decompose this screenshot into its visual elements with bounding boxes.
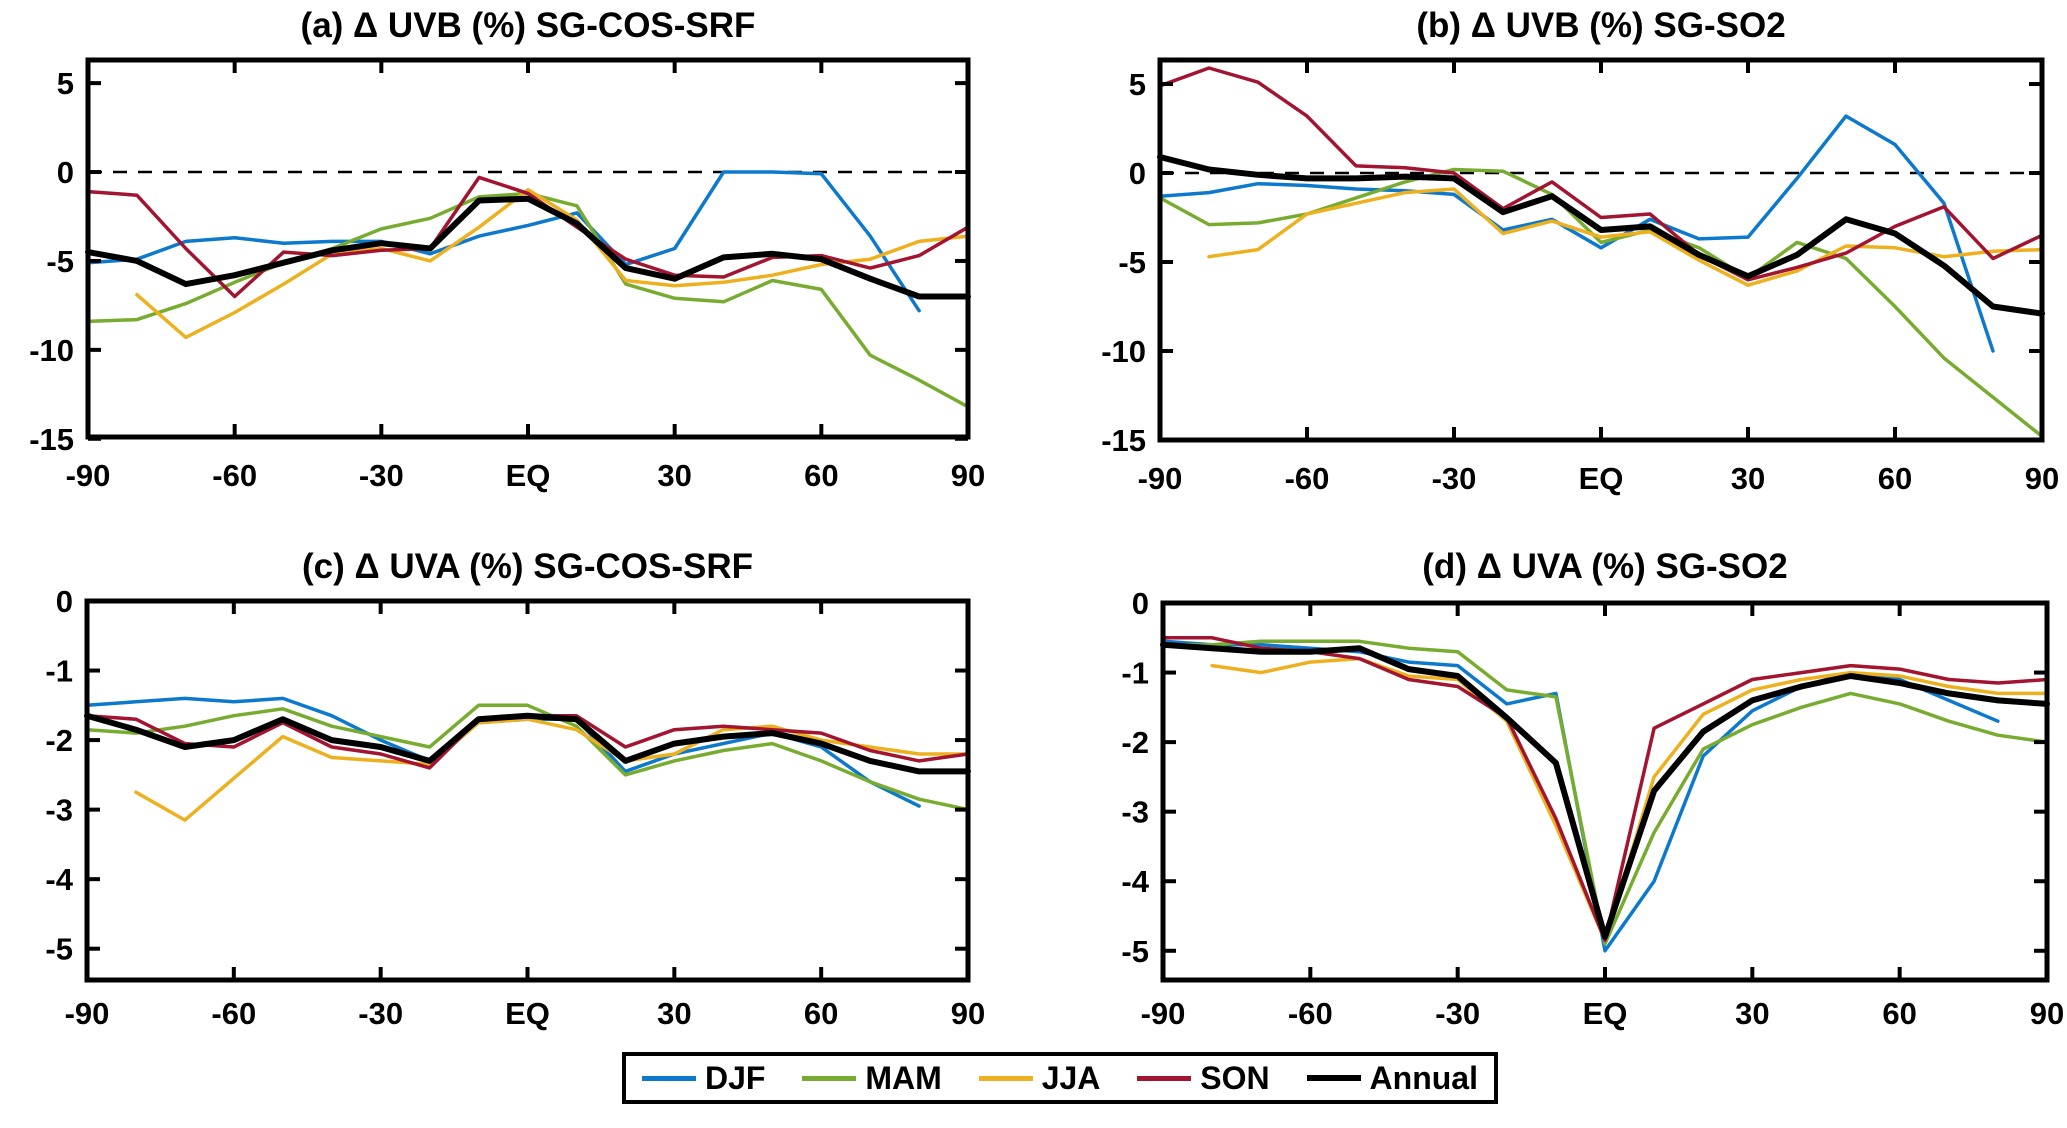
panel-a-xtick--90: -90 — [66, 458, 111, 493]
panel-c-xtick-30: 30 — [657, 996, 691, 1031]
panel-a-xtick-90: 90 — [951, 458, 985, 493]
panel-c-ytick--2: -2 — [45, 723, 73, 758]
panel-a-xtick--30: -30 — [359, 458, 404, 493]
panel-c-title: (c) Δ UVA (%) SG-COS-SRF — [302, 547, 753, 586]
panel-c-xtick--60: -60 — [211, 996, 256, 1031]
panel-d-ytick--1: -1 — [1121, 656, 1149, 691]
panel-a-ytick-0: 0 — [57, 155, 74, 190]
panel-b-xtick-EQ: EQ — [1579, 461, 1624, 496]
panel-d-xtick-30: 30 — [1735, 996, 1769, 1031]
panel-c-xtick--30: -30 — [358, 996, 403, 1031]
panel-d-xtick-60: 60 — [1882, 996, 1916, 1031]
panel-d-xtick--60: -60 — [1288, 996, 1333, 1031]
panel-b-xtick-60: 60 — [1878, 461, 1912, 496]
panel-d-ytick--5: -5 — [1121, 934, 1149, 969]
panel-d-title: (d) Δ UVA (%) SG-SO2 — [1422, 547, 1788, 586]
panel-c-xtick-60: 60 — [804, 996, 838, 1031]
legend-item-mam: MAM — [802, 1060, 942, 1096]
panel-a-ytick-5: 5 — [57, 66, 74, 101]
panel-d-ytick--3: -3 — [1121, 795, 1149, 830]
panel-d-xtick-EQ: EQ — [1583, 996, 1628, 1031]
panel-c-ytick-0: 0 — [56, 584, 73, 619]
panel-a-xtick-EQ: EQ — [506, 458, 551, 493]
legend-swatch-annual-line — [1306, 1075, 1361, 1081]
panel-c-xtick--90: -90 — [65, 996, 110, 1031]
panel-a-ytick--5: -5 — [46, 244, 74, 279]
panel-c-xtick-90: 90 — [951, 996, 985, 1031]
panel-d-ytick--2: -2 — [1121, 725, 1149, 760]
legend-label-djf: DJF — [705, 1060, 766, 1096]
panel-b-title: (b) Δ UVB (%) SG-SO2 — [1416, 6, 1786, 45]
panel-c-xtick-EQ: EQ — [505, 996, 550, 1031]
legend-label-son: SON — [1200, 1060, 1270, 1096]
legend-label-annual: Annual — [1369, 1060, 1478, 1096]
panel-b-ytick--15: -15 — [1101, 423, 1146, 458]
panel-d-ytick--4: -4 — [1121, 864, 1149, 899]
legend: DJF MAM JJA SON Annual — [622, 1052, 1498, 1104]
panel-b-ytick--10: -10 — [1101, 334, 1146, 369]
legend-swatch-mam-line — [802, 1075, 857, 1081]
panel-d-ytick-0: 0 — [1132, 586, 1149, 621]
panel-a-xtick--60: -60 — [212, 458, 257, 493]
panel-c-ytick--5: -5 — [45, 932, 73, 967]
legend-item-annual: Annual — [1306, 1060, 1478, 1096]
panel-b-ytick-5: 5 — [1129, 67, 1146, 102]
legend-swatch-djf-line — [642, 1075, 696, 1081]
panel-b-xtick--30: -30 — [1432, 461, 1477, 496]
panel-d-xtick--30: -30 — [1435, 996, 1480, 1031]
panel-b-xtick--90: -90 — [1138, 461, 1183, 496]
panel-b-xtick-90: 90 — [2025, 461, 2059, 496]
legend-label-jja: JJA — [1041, 1060, 1101, 1096]
panel-a-ytick--10: -10 — [29, 333, 74, 368]
panel-a-title: (a) Δ UVB (%) SG-COS-SRF — [300, 6, 756, 45]
legend-swatch-son-line — [1137, 1075, 1192, 1081]
legend-item-djf: DJF — [642, 1062, 765, 1094]
panel-d-xtick-90: 90 — [2030, 996, 2064, 1031]
panel-d-xtick--90: -90 — [1141, 996, 1186, 1031]
panel-b-ytick-0: 0 — [1129, 156, 1146, 191]
panel-c-ytick--4: -4 — [45, 862, 73, 897]
panel-a-xtick-30: 30 — [657, 458, 691, 493]
panel-b-xtick-30: 30 — [1731, 461, 1765, 496]
legend-item-son: SON — [1137, 1060, 1270, 1096]
legend-swatch-jja-line — [978, 1075, 1033, 1081]
panel-a-xtick-60: 60 — [804, 458, 838, 493]
legend-item-jja: JJA — [978, 1060, 1101, 1096]
panel-b-xtick--60: -60 — [1285, 461, 1330, 496]
panel-c-ytick--1: -1 — [45, 654, 73, 689]
legend-label-mam: MAM — [865, 1060, 942, 1096]
panel-b-ytick--5: -5 — [1118, 245, 1146, 280]
panel-c-ytick--3: -3 — [45, 793, 73, 828]
panel-a-ytick--15: -15 — [29, 422, 74, 457]
